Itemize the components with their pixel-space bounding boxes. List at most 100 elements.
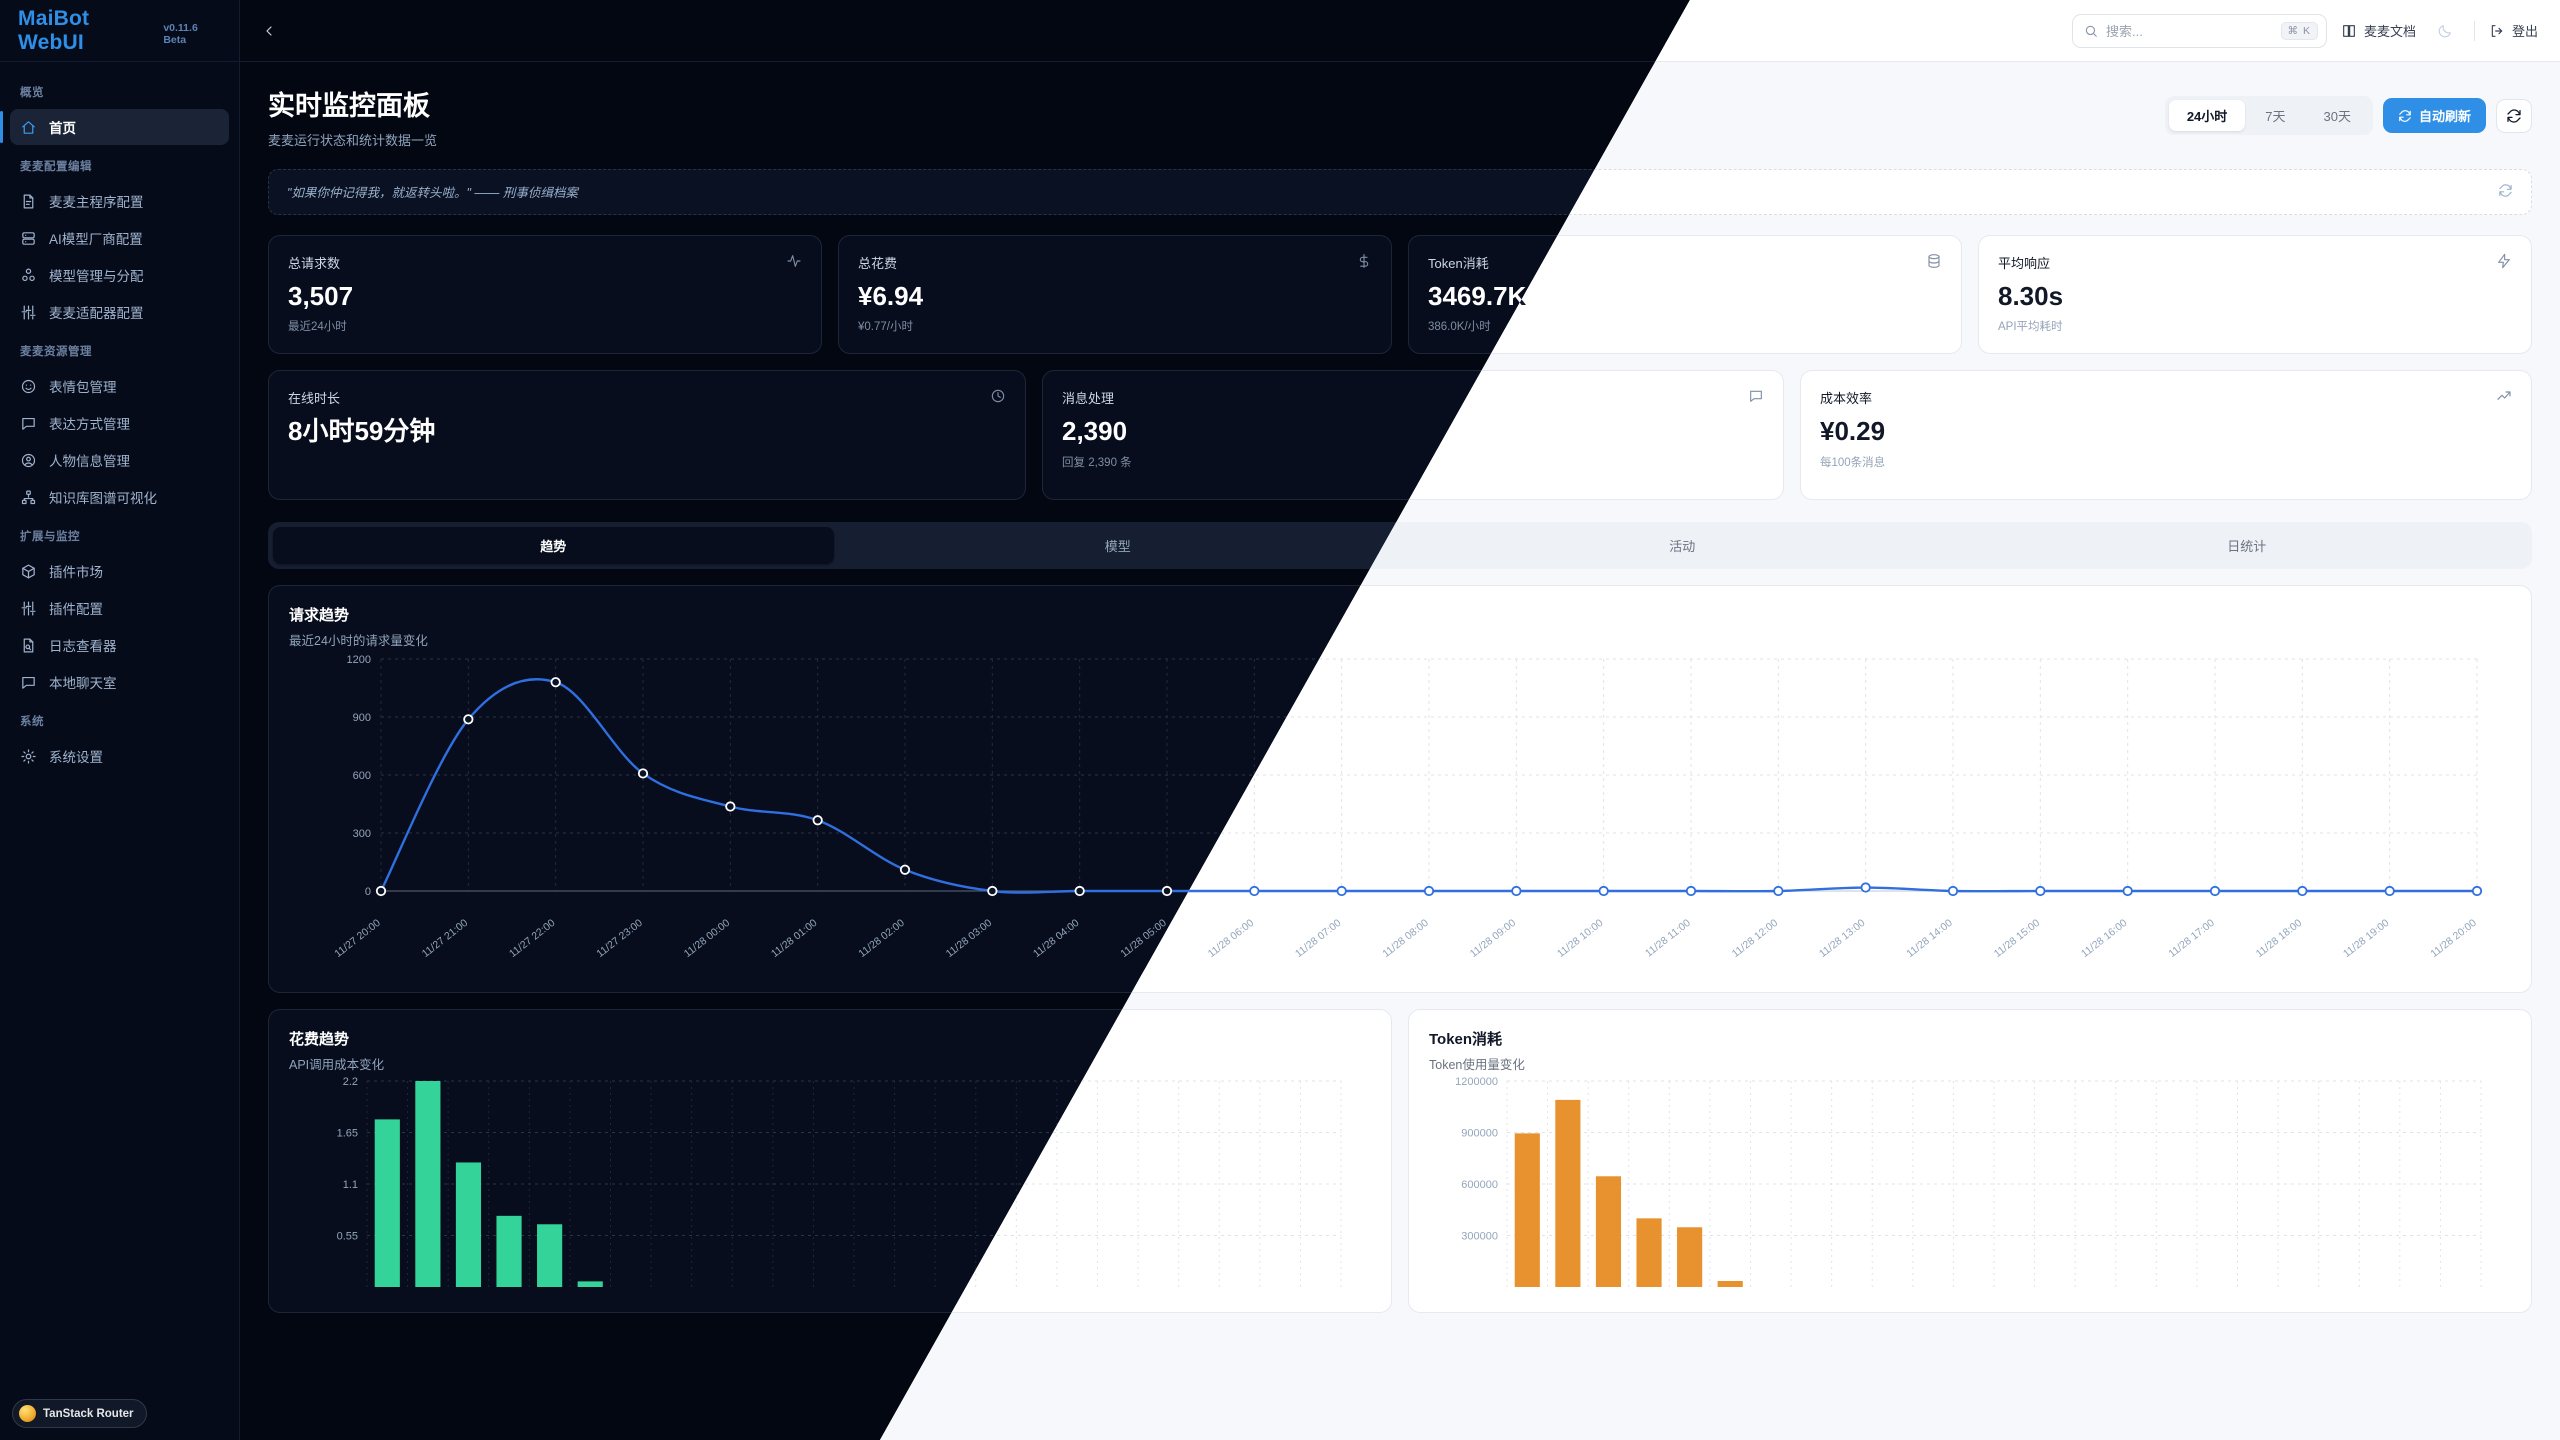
sidebar-item-label: 知识库图谱可视化 (49, 491, 157, 506)
requests-panel-title: 请求趋势 (289, 607, 350, 625)
tanstack-logo-icon (19, 1405, 36, 1422)
svg-text:1200000: 1200000 (1455, 1076, 1498, 1088)
quote-banner: "如果你仲记得我，就返转头啦。" —— 刑事侦缉档案 (268, 168, 2532, 215)
message-square-icon (20, 674, 37, 691)
svg-text:1.65: 1.65 (337, 1128, 358, 1140)
range-controls: 24小时 7天 30天 自动刷新 (2164, 90, 2532, 135)
tab-2[interactable]: 活动 (1669, 539, 1696, 555)
gear-icon (20, 748, 37, 765)
topbar: 搜索... ⌘ K 麦麦文档 登出 (240, 0, 2560, 62)
dashboard-content: 实时监控面板 麦麦运行状态和统计数据一览 24小时 7天 30天 自动刷新 "如果你… (240, 62, 2560, 1314)
tokens-chart[interactable]: 300000 600000 900000 1200000 (1429, 1073, 2511, 1298)
manual-refresh-button[interactable] (2496, 98, 2532, 133)
stat-card-label: 总请求数 (288, 255, 341, 271)
stat-card-value: 3,507 (288, 280, 354, 311)
sidebar-item-1-g3[interactable]: 插件配置 (10, 590, 229, 626)
search-input[interactable]: 搜索... ⌘ K (2071, 13, 2327, 48)
brand[interactable]: MaiBot WebUI v0.11.6 Beta (0, 0, 239, 62)
svg-text:11/27 20:00: 11/27 20:00 (332, 917, 383, 960)
stat-card-value: 3469.7K (1428, 280, 1527, 311)
sidebar-item-label: 麦麦主程序配置 (49, 195, 144, 210)
svg-text:11/28 17:00: 11/28 17:00 (2166, 917, 2217, 960)
sidebar-item-2-g2[interactable]: 人物信息管理 (10, 442, 229, 478)
time-range-1[interactable]: 7天 (2265, 109, 2286, 124)
sidebar-item-label: AI模型厂商配置 (49, 232, 143, 247)
stat-card-1: 总花费 ¥6.94 ¥0.77/小时 (838, 234, 1392, 355)
docs-link[interactable]: 麦麦文档 (2341, 21, 2416, 40)
bottom-charts-row: 花费趋势 API调用成本变化 0.55 1.1 1.65 2.2 Token消耗 To… (268, 1009, 2532, 1314)
stat-card-value: 2,390 (1062, 416, 1128, 447)
sidebar-item-0-g3[interactable]: 插件市场 (10, 553, 229, 589)
clock-icon (990, 388, 1006, 409)
sidebar-item-0-g2[interactable]: 表情包管理 (10, 368, 229, 404)
svg-text:11/28 11:00: 11/28 11:00 (1643, 917, 1693, 960)
sidebar-item-0-g4[interactable]: 系统设置 (10, 738, 229, 774)
stat-card-hint: 回复 2,390 条 (1062, 456, 1132, 469)
svg-text:11/28 09:00: 11/28 09:00 (1468, 917, 1519, 960)
sidebar-item-3-g3[interactable]: 本地聊天室 (10, 664, 229, 700)
sidebar-item-0-g0[interactable]: 首页 (0, 109, 229, 145)
message-icon (1748, 388, 1764, 409)
package-icon (20, 563, 37, 580)
sidebar-group-title: 系统 (20, 716, 44, 728)
sliders-icon (20, 600, 37, 617)
stat-card-3: 平均响应 8.30s API平均耗时 (1978, 234, 2532, 355)
quote-text: "如果你仲记得我，就返转头啦。" —— 刑事侦缉档案 (287, 186, 578, 201)
dashboard-tabs: 趋势 模型 活动 日统计 (268, 522, 2532, 570)
svg-text:11/28 18:00: 11/28 18:00 (2254, 917, 2305, 960)
stat-cards-row-2: 在线时长 8小时59分钟 消息处理 2,390 回复 2,390 条 成本效率 ¥0.29 每… (268, 370, 2532, 501)
svg-text:11/28 03:00: 11/28 03:00 (944, 917, 995, 960)
sidebar-item-label: 表情包管理 (49, 380, 117, 395)
stat-card-value: 8.30s (1998, 280, 2064, 311)
svg-text:11/28 08:00: 11/28 08:00 (1380, 917, 1431, 960)
cost-chart[interactable]: 0.55 1.1 1.65 2.2 (289, 1073, 1371, 1298)
sliders-icon (20, 304, 37, 321)
svg-text:2.2: 2.2 (343, 1076, 358, 1088)
stat-card-label: 总花费 (858, 255, 898, 271)
activity-icon (786, 253, 802, 274)
brand-name: MaiBot WebUI (18, 6, 90, 54)
svg-text:11/28 19:00: 11/28 19:00 (2341, 917, 2392, 960)
theme-toggle-button[interactable] (2430, 16, 2460, 46)
sidebar-item-2-g1[interactable]: 模型管理与分配 (10, 257, 229, 293)
tab-3[interactable]: 日统计 (2227, 539, 2267, 555)
search-shortcut: ⌘ K (2280, 21, 2318, 40)
sidebar-item-label: 插件市场 (49, 565, 103, 580)
tanstack-router-badge[interactable]: TanStack Router (12, 1399, 147, 1428)
search-placeholder: 搜索... (2105, 24, 2143, 39)
page-header: 实时监控面板 麦麦运行状态和统计数据一览 24小时 7天 30天 自动刷新 (262, 80, 2538, 149)
cost-panel-title: 花费趋势 (289, 1031, 350, 1049)
time-range-2[interactable]: 30天 (2323, 109, 2351, 124)
network-icon (20, 489, 37, 506)
back-button[interactable] (254, 16, 284, 46)
sidebar-item-1-g2[interactable]: 表达方式管理 (10, 405, 229, 441)
tab-0[interactable]: 趋势 (273, 527, 834, 565)
svg-text:300: 300 (353, 828, 371, 840)
topbar-divider (2473, 20, 2475, 41)
time-range-group: 24小时 7天 30天 (2164, 96, 2373, 135)
time-range-0[interactable]: 24小时 (2168, 100, 2246, 131)
refresh-icon (2507, 108, 2521, 123)
sidebar-item-0-g1[interactable]: 麦麦主程序配置 (10, 183, 229, 219)
sidebar-item-label: 模型管理与分配 (49, 269, 144, 284)
quote-refresh-button[interactable] (2498, 183, 2513, 201)
svg-text:11/28 07:00: 11/28 07:00 (1293, 917, 1344, 960)
sidebar-item-1-g1[interactable]: AI模型厂商配置 (10, 220, 229, 256)
sidebar-item-3-g2[interactable]: 知识库图谱可视化 (10, 479, 229, 515)
stat-card-hint: 386.0K/小时 (1428, 321, 1491, 334)
auto-refresh-button[interactable]: 自动刷新 (2382, 98, 2486, 133)
message-square-icon (20, 415, 37, 432)
svg-text:11/27 23:00: 11/27 23:00 (594, 917, 645, 960)
requests-line-chart: 0 300 600 900 1200 (347, 654, 2483, 898)
tokens-panel: Token消耗 Token使用量变化 300000 600000 900000 120… (1408, 1009, 2532, 1314)
sidebar-item-label: 首页 (49, 121, 76, 136)
stat-card-label: Token消耗 (1428, 255, 1489, 271)
logout-button[interactable]: 登出 (2489, 21, 2538, 40)
sidebar-item-3-g1[interactable]: 麦麦适配器配置 (10, 294, 229, 330)
logout-icon (2491, 24, 2503, 37)
svg-text:0: 0 (365, 886, 371, 898)
sidebar-item-2-g3[interactable]: 日志查看器 (10, 627, 229, 663)
tab-1[interactable]: 模型 (1104, 539, 1131, 555)
stat-card-2: Token消耗 3469.7K 386.0K/小时 (1408, 234, 1962, 355)
